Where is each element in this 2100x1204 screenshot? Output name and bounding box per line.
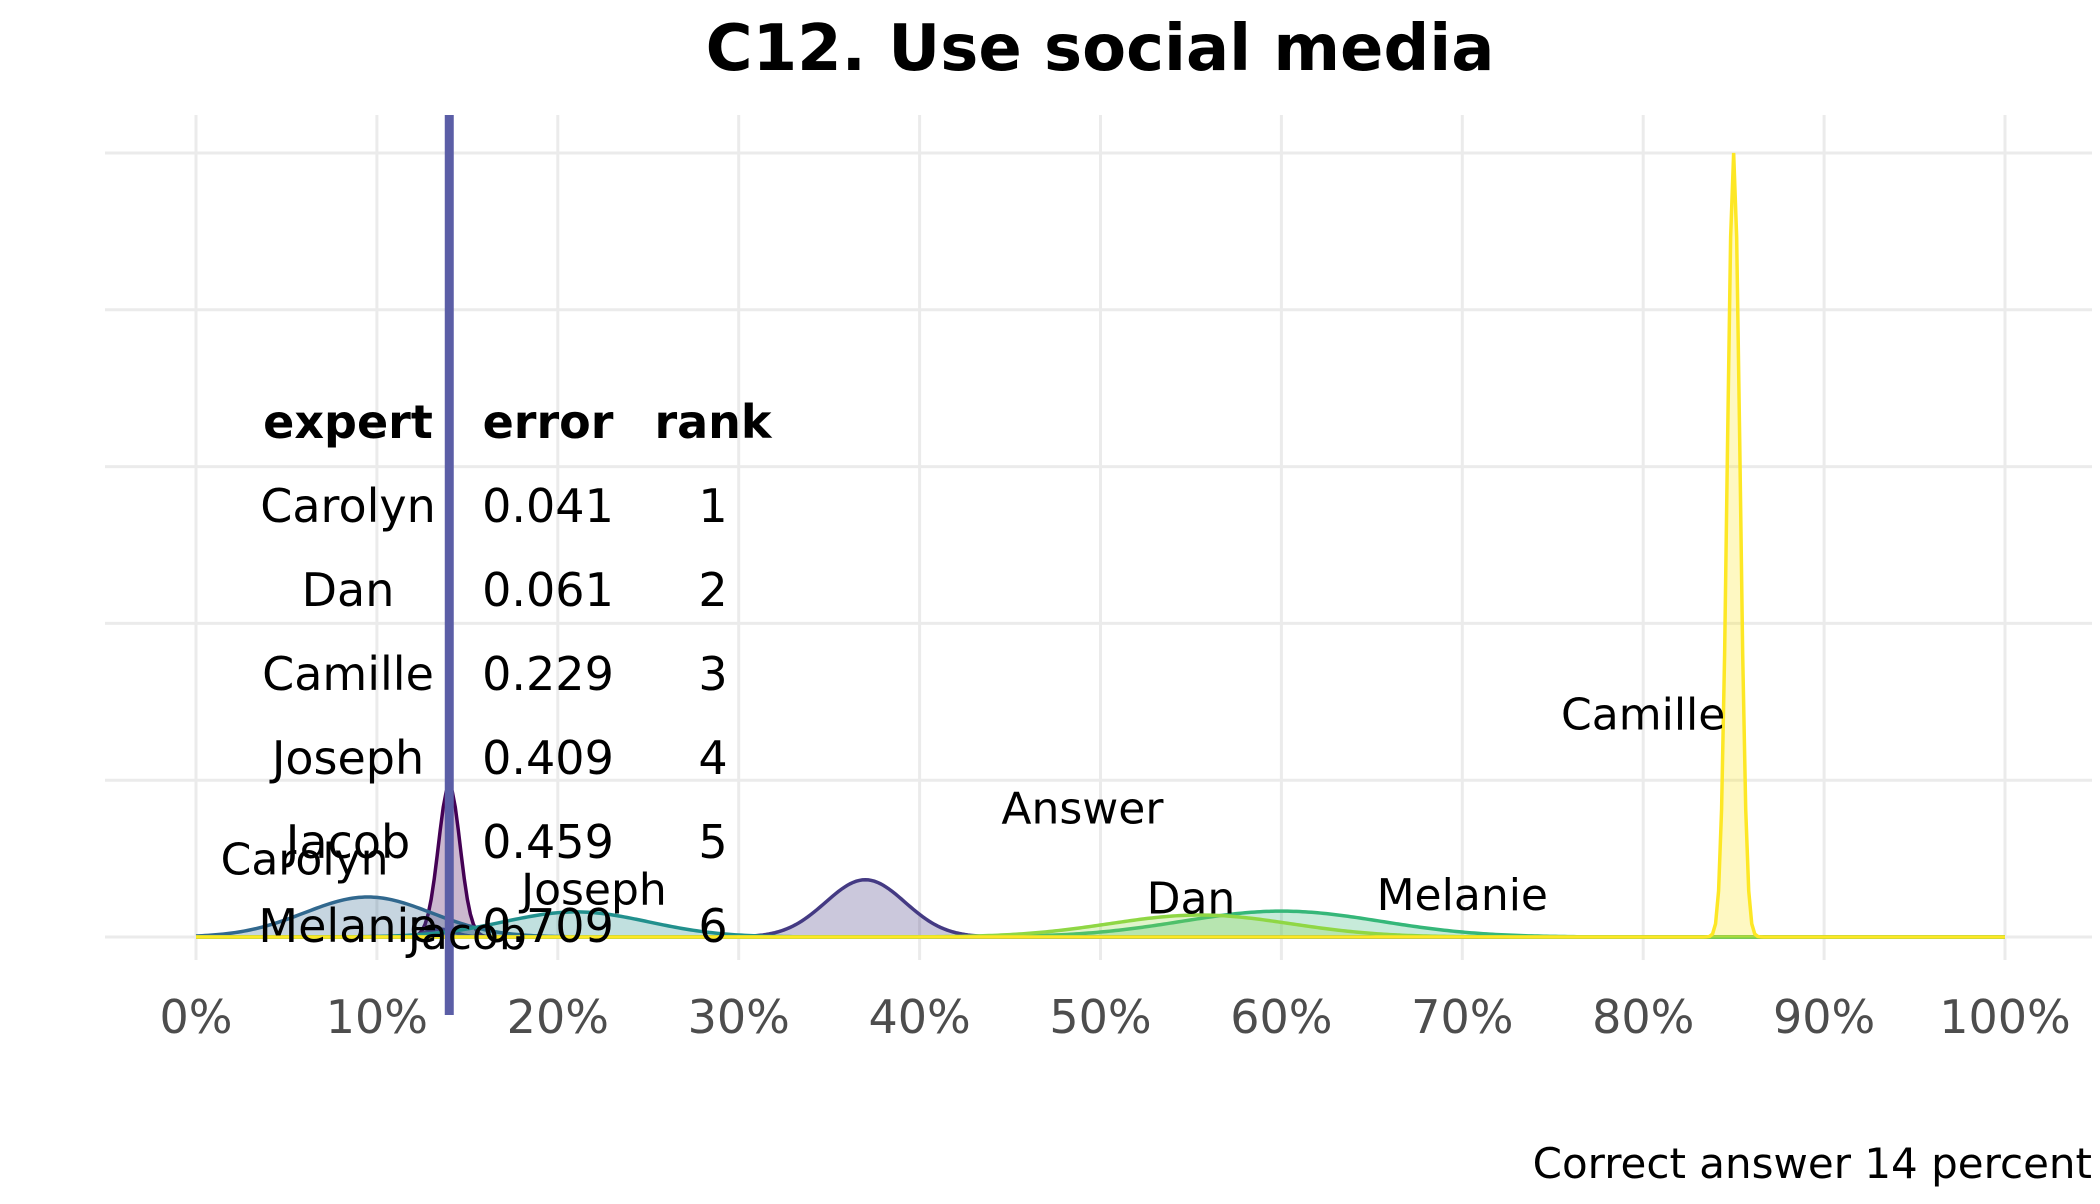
- table-cell: 0.709: [482, 899, 614, 953]
- x-axis-ticks: 0% 10% 20% 30% 40% 50% 60% 70% 80% 90% 100%: [160, 990, 2071, 1044]
- x-tick-label: 100%: [1939, 990, 2071, 1044]
- x-tick-label: 20%: [507, 990, 609, 1044]
- table-cell: Jacob: [283, 815, 410, 869]
- table-cell: 0.409: [482, 731, 614, 785]
- table-cell: Melanie: [258, 899, 437, 953]
- table-cell: 5: [698, 815, 727, 869]
- table-cell: Camille: [262, 647, 434, 701]
- x-tick-label: 90%: [1773, 990, 1875, 1044]
- table-header-expert: expert: [263, 395, 433, 449]
- density-fill-carolyn: [196, 897, 2005, 937]
- table-cell: 0.061: [482, 563, 614, 617]
- x-tick-label: 50%: [1049, 990, 1151, 1044]
- table-cell: 0.459: [482, 815, 614, 869]
- density-label-jacob: Jacob: [405, 909, 527, 960]
- table-header-error: error: [483, 395, 614, 449]
- table-cell: 6: [698, 899, 727, 953]
- x-tick-label: 0%: [160, 990, 233, 1044]
- table-cell: 0.229: [482, 647, 614, 701]
- chart-title: C12. Use social media: [706, 12, 1495, 86]
- table-cell: 3: [698, 647, 727, 701]
- table-cell: 0.041: [482, 479, 614, 533]
- density-label-camille: Camille: [1561, 689, 1725, 740]
- density-label-answer: Answer: [1001, 784, 1164, 835]
- table-cell: 4: [698, 731, 727, 785]
- density-curves: [195, 152, 2005, 939]
- expert-table: expert error rank Carolyn 0.041 1 Dan 0.061 2 Cam…: [258, 395, 773, 953]
- density-label-melanie: Melanie: [1377, 870, 1548, 921]
- chart-caption: Correct answer 14 percent: [1533, 1139, 2092, 1188]
- table-cell: Joseph: [269, 731, 424, 785]
- x-tick-label: 30%: [688, 990, 790, 1044]
- density-label-dan: Dan: [1147, 874, 1236, 925]
- density-curve-camille: [196, 152, 2005, 939]
- table-cell: Carolyn: [260, 479, 436, 533]
- x-tick-label: 60%: [1230, 990, 1332, 1044]
- table-cell: Dan: [302, 563, 395, 617]
- table-cell: 2: [698, 563, 727, 617]
- x-tick-label: 10%: [326, 990, 428, 1044]
- x-tick-label: 80%: [1592, 990, 1694, 1044]
- x-tick-label: 70%: [1411, 990, 1513, 1044]
- density-label-carolyn: Carolyn: [221, 835, 389, 886]
- density-fill-joseph: [196, 911, 2005, 937]
- x-tick-label: 40%: [868, 990, 970, 1044]
- table-header-rank: rank: [654, 395, 772, 449]
- table-cell: 1: [698, 479, 727, 533]
- density-label-joseph: Joseph: [518, 864, 667, 915]
